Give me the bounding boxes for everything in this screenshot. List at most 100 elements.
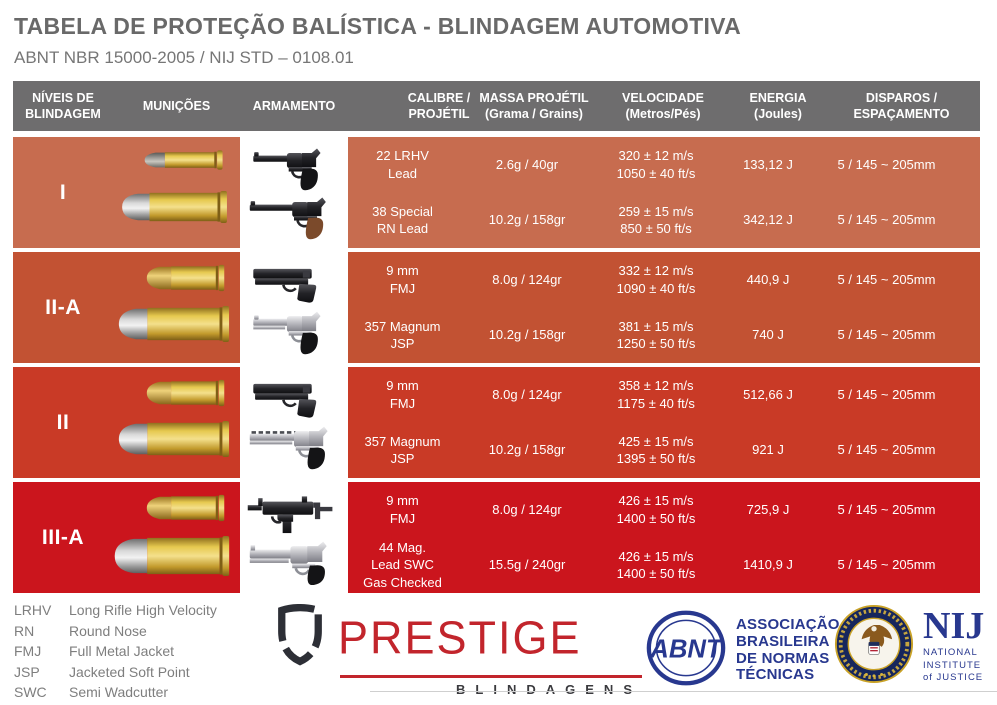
disparos-cell: 5 / 145 ~ 205mm [837,501,936,517]
energia-cell: 133,12 J [743,156,793,172]
calibre-cell: 38 Special RN Lead [372,203,433,237]
level-label: III-A [41,525,85,549]
abnt-name: ASSOCIAÇÃO BRASILEIRA DE NORMAS TÉCNICAS [736,615,840,684]
velocidade-cell: 426 ± 15 m/s 1400 ± 50 ft/s [616,493,696,526]
revolver-icon [248,145,340,191]
legend-meaning: Long Rifle High Velocity [69,602,217,618]
massa-cell: 15.5g / 240gr [488,557,566,573]
legend-abbr: JSP [14,663,40,680]
legend-abbr: RN [14,622,35,639]
massa-cell: 10.2g / 158gr [488,442,566,458]
energia-cell: 921 J [752,442,784,458]
level-band-IIIA: III-A [13,482,980,593]
legend-meaning: Full Metal Jacket [69,643,175,659]
level-band-IIA-data: 9 mm FMJ 8.0g / 124gr 332 ± 12 m/s 1090 … [348,252,980,363]
cartridge-357magnum-icon [113,420,233,458]
velocidade-cell: 381 ± 15 m/s 1250 ± 50 ft/s [616,318,696,352]
footer: LRHV Long Rifle High Velocity RN Round N… [0,598,997,700]
page-title: TABELA DE PROTEÇÃO BALÍSTICA - BLINDAGEM… [14,13,741,39]
legend-item: RN Round Nose [14,623,217,639]
cartridge-38special-icon [117,190,233,224]
calibre-cell: 357 Magnum JSP [364,433,441,467]
massa-cell: 8.0g / 124gr [492,271,562,287]
level-band-II-armament [240,367,348,478]
energia-cell: 440,9 J [746,271,790,287]
legend-item: LRHV Long Rifle High Velocity [14,602,217,618]
legend-item: SWC Semi Wadcutter [14,684,217,700]
level-label: I [59,180,67,204]
uzi-icon [246,490,342,536]
massa-cell: 10.2g / 158gr [488,327,566,343]
legend-abbr: SWC [14,684,47,700]
level-band-IIIA-data: 9 mm FMJ 8.0g / 124gr 426 ± 15 m/s 1400 … [348,482,980,593]
velocidade-cell: 332 ± 12 m/s 1090 ± 40 ft/s [616,263,696,296]
prestige-tagline: BLINDAGENS [456,682,642,697]
nij-logo-group: NIJ NATIONAL INSTITUTE of JUSTICE [834,604,984,689]
title-block: TABELA DE PROTEÇÃO BALÍSTICA - BLINDAGEM… [0,0,997,68]
level-band-IIA: II-A [13,252,980,363]
legend-item: FMJ Full Metal Jacket [14,643,217,659]
energia-cell: 725,9 J [746,501,790,517]
col-header-velocidade: VELOCIDADE (Metros/Pés) [622,90,704,121]
energia-cell: 512,66 J [743,386,793,402]
legend-meaning: Jacketed Soft Point [69,663,190,680]
page-subtitle: ABNT NBR 15000-2005 / NIJ STD – 0108.01 [14,48,354,67]
revolver-steel-icon [248,309,340,355]
col-header-massa: MASSA PROJÉTIL (Grama / Grains) [479,90,589,121]
massa-cell: 2.6g / 40gr [495,156,559,172]
svg-text:ABNT: ABNT [649,636,724,664]
disparos-cell: 5 / 145 ~ 205mm [837,156,936,172]
massa-cell: 8.0g / 124gr [492,386,562,402]
col-header-disparos: DISPAROS / ESPAÇAMENTO [853,90,950,121]
disparos-cell: 5 / 145 ~ 205mm [837,557,936,573]
abnt-logo: ABNT ASSOCIAÇÃO BRASILEIRA DE NORMAS TÉC… [646,608,840,693]
level-band-IIA-left: II-A [13,252,240,363]
velocidade-cell: 259 ± 15 m/s 850 ± 50 ft/s [618,203,694,237]
massa-cell: 8.0g / 124gr [492,501,562,517]
legend-abbr: LRHV [14,602,52,618]
velocidade-cell: 320 ± 12 m/s 1050 ± 40 ft/s [616,148,696,181]
calibre-cell: 9 mm FMJ [386,378,419,411]
calibre-cell: 9 mm FMJ [386,493,419,526]
col-header-niveis: NÍVEIS DE BLINDAGEM [25,90,101,121]
department-of-justice-seal-icon [834,604,914,689]
legend-meaning: Semi Wadcutter [69,684,169,700]
abnt-seal-icon: ABNT [646,608,726,693]
level-band-IIA-armament [240,252,348,363]
calibre-cell: 357 Magnum JSP [364,318,441,352]
energia-cell: 740 J [752,327,784,343]
cartridge-9mm-icon [142,379,230,407]
velocidade-cell: 425 ± 15 m/s 1395 ± 50 ft/s [616,433,696,467]
pistol-icon [248,375,340,421]
col-header-armamento: ARMAMENTO [252,98,336,113]
prestige-rule [340,675,642,678]
col-header-calibre: CALIBRE / PROJÉTIL [407,90,471,121]
disparos-cell: 5 / 145 ~ 205mm [837,442,936,458]
legend-meaning: Round Nose [69,622,147,639]
disparos-cell: 5 / 145 ~ 205mm [837,386,936,402]
legend-abbr: FMJ [14,643,42,659]
level-band-II-data: 9 mm FMJ 8.0g / 124gr 358 ± 12 m/s 1175 … [348,367,980,478]
level-band-I-left: I [13,137,240,248]
nij-wordmark-block: NIJ NATIONAL INSTITUTE of JUSTICE [923,604,985,686]
velocidade-cell: 426 ± 15 m/s 1400 ± 50 ft/s [616,548,696,582]
disparos-cell: 5 / 145 ~ 205mm [837,271,936,287]
level-band-IIIA-left: III-A [13,482,240,593]
calibre-cell: 22 LRHV Lead [376,148,429,181]
col-header-energia: ENERGIA (Joules) [749,90,807,121]
energia-cell: 342,12 J [743,212,793,228]
cartridge-9mm-icon [142,494,230,522]
table-header-row: NÍVEIS DE BLINDAGEM MUNIÇÕES ARMAMENTO C… [13,81,980,131]
nij-monogram: NIJ [923,604,985,647]
level-label: II-A [45,295,81,319]
cartridge-9mm-icon [142,264,230,292]
energia-cell: 1410,9 J [743,557,793,573]
legend-item: JSP Jacketed Soft Point [14,664,217,680]
revolver-magnum-icon [248,539,340,586]
level-band-I-armament [240,137,348,248]
cartridge-44mag-icon [109,535,233,577]
col-header-municoes: MUNIÇÕES [142,98,211,113]
level-band-I: I [13,137,980,248]
abbreviation-legend: LRHV Long Rifle High Velocity RN Round N… [14,602,217,705]
